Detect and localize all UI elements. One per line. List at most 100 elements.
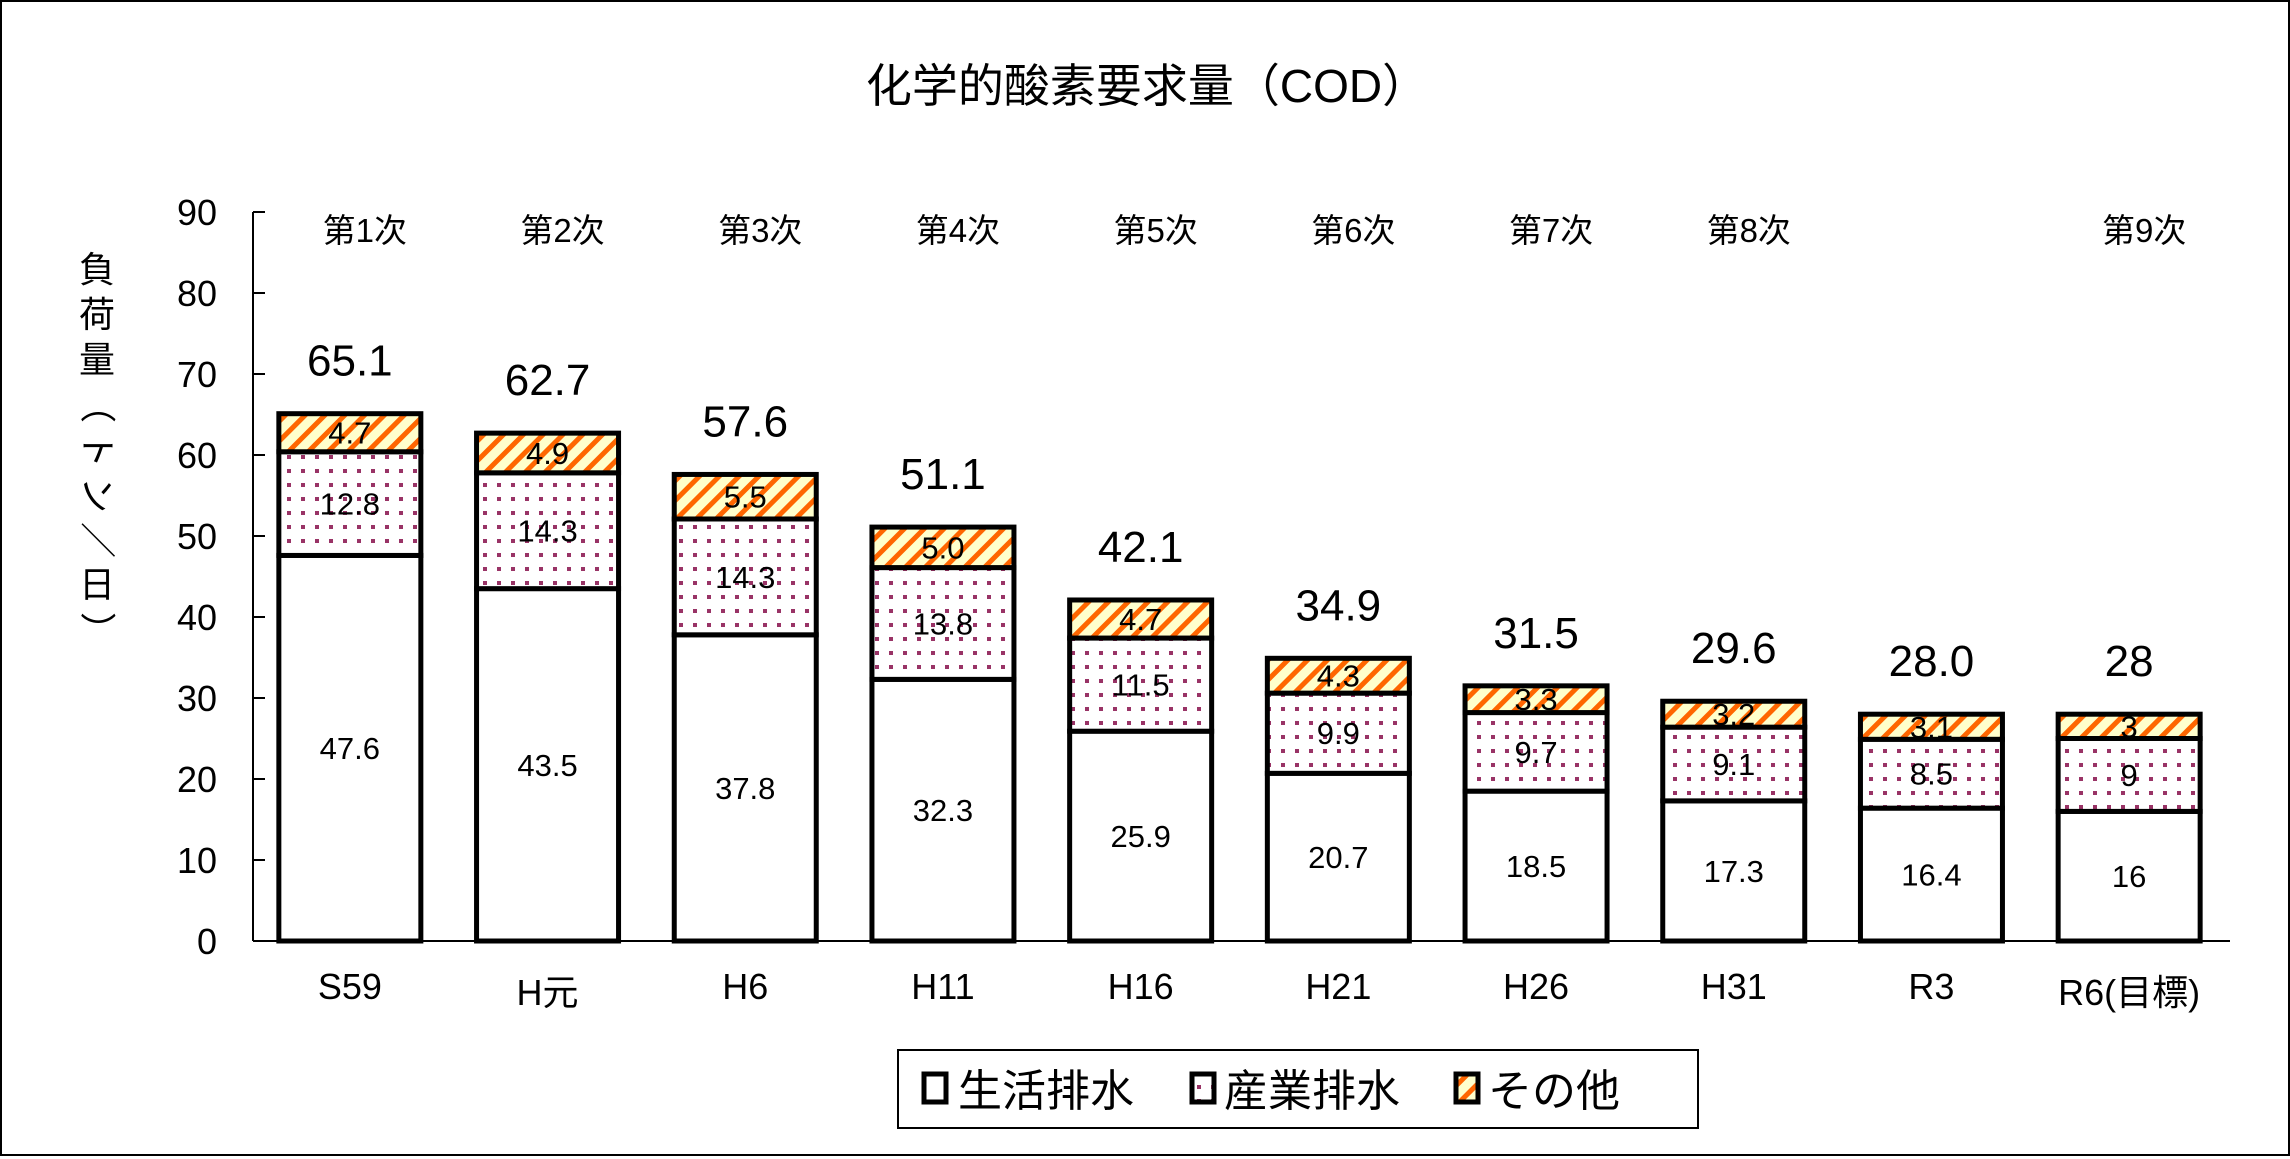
y-axis-title-char: 荷	[79, 294, 115, 335]
y-tick-label: 0	[197, 921, 217, 962]
period-label: 第7次	[1509, 212, 1593, 249]
legend-label-other: その他	[1488, 1067, 1620, 1116]
segment-value-label: 8.5	[1910, 757, 1953, 792]
x-category-label: H11	[911, 966, 974, 1007]
bar-stack	[2055, 711, 2203, 944]
y-tick-label: 70	[177, 354, 217, 395]
segment-value-label: 16.4	[1901, 858, 1961, 893]
bar-stack	[869, 524, 1017, 944]
bar-segment-other	[1857, 711, 2005, 742]
x-category-label: R6(目標)	[2058, 972, 2200, 1013]
period-label: 第5次	[1113, 212, 1197, 249]
chart-title: 化学的酸素要求量（COD）	[866, 60, 1428, 112]
y-tick-label: 40	[177, 597, 217, 638]
segment-value-label: 16	[2112, 859, 2146, 894]
segment-value-label: 3	[2121, 709, 2138, 744]
bar-segment-industrial	[671, 516, 819, 638]
total-value-label: 57.6	[702, 397, 788, 446]
y-axis-title-char: ン	[77, 477, 118, 513]
period-label: 第3次	[718, 212, 802, 249]
y-tick-label: 50	[177, 516, 217, 557]
labels: 47.6 12.8 4.7 65.1 S59 第1次 43.5 14.3 4.9 62.7 H元 第2…	[307, 212, 2200, 1013]
segment-value-label: 17.3	[1704, 854, 1764, 889]
bar-segment-domestic	[1067, 728, 1215, 944]
segment-value-label: 9.1	[1712, 747, 1755, 782]
x-category-label: H元	[517, 972, 579, 1013]
bar-segment-domestic	[671, 632, 819, 944]
y-axis-title-char: 負	[79, 249, 115, 290]
bar-segment-industrial	[1660, 724, 1808, 804]
y-axis-title-char: 量	[79, 339, 115, 380]
x-category-label: H21	[1305, 966, 1371, 1007]
legend-label-industrial: 産業排水	[1224, 1067, 1400, 1116]
x-category-label: H6	[722, 966, 768, 1007]
bar-stack	[671, 471, 819, 944]
y-axis-title-char: ）	[77, 612, 118, 648]
segment-value-label: 9.9	[1317, 716, 1360, 751]
segment-value-label: 11.5	[1112, 668, 1170, 703]
y-axis-title-char: （	[77, 387, 118, 423]
bar-segment-other	[869, 524, 1017, 571]
bar-stack	[276, 411, 424, 944]
legend-item-domestic: 生活排水	[921, 1067, 1134, 1116]
bar-segment-industrial	[1264, 690, 1412, 776]
bar-segment-industrial	[869, 565, 1017, 682]
bar-segment-domestic	[1660, 798, 1808, 944]
bar-segment-other	[671, 471, 819, 522]
x-category-label: H26	[1503, 966, 1569, 1007]
segment-value-label: 25.9	[1110, 819, 1170, 854]
period-label: 第6次	[1311, 212, 1395, 249]
bar-segment-other	[276, 411, 424, 455]
bar-stack	[1067, 597, 1215, 944]
segment-value-label: 37.8	[715, 771, 775, 806]
y-tick-label: 20	[177, 759, 217, 800]
total-value-label: 34.9	[1296, 581, 1382, 630]
segment-value-label: 4.7	[328, 416, 371, 451]
y-tick-label: 60	[177, 435, 217, 476]
bar-segment-other	[474, 430, 622, 476]
legend-box	[897, 1049, 1699, 1129]
segment-value-label: 14.3	[715, 560, 775, 595]
period-label: 第1次	[323, 212, 407, 249]
total-value-label: 28	[2105, 637, 2154, 686]
y-axis-title: 負荷量 （ トン ／ 日 ）	[77, 249, 118, 648]
segment-value-label: 9	[2121, 758, 2138, 793]
period-label: 第4次	[916, 212, 1000, 249]
segment-value-label: 3.1	[1910, 710, 1953, 745]
period-label: 第2次	[520, 212, 604, 249]
segment-value-label: 3.2	[1712, 697, 1755, 732]
period-label: 第9次	[2102, 212, 2186, 249]
segment-value-label: 13.8	[913, 606, 973, 641]
segment-value-label: 43.5	[517, 748, 577, 783]
legend-swatch-other	[1453, 1071, 1481, 1105]
x-category-label: R3	[1908, 966, 1954, 1007]
total-value-label: 62.7	[505, 356, 591, 405]
bar-segment-industrial	[2055, 736, 2203, 814]
bar-segment-industrial	[276, 449, 424, 558]
legend-item-other: その他	[1453, 1067, 1620, 1116]
bar-stack	[1660, 698, 1808, 944]
segment-value-label: 4.3	[1317, 659, 1360, 694]
bar-stack	[1857, 711, 2005, 944]
x-category-label: H16	[1108, 966, 1174, 1007]
bar-stack	[474, 430, 622, 944]
total-value-label: 31.5	[1493, 609, 1579, 658]
segment-value-label: 5.0	[921, 530, 964, 565]
bar-segment-other	[1264, 655, 1412, 696]
legend-label-domestic: 生活排水	[958, 1067, 1134, 1116]
x-category-label: S59	[318, 966, 382, 1007]
segment-value-label: 14.3	[517, 514, 577, 549]
total-value-label: 28.0	[1889, 637, 1975, 686]
legend-swatch-industrial	[1189, 1071, 1217, 1105]
x-category-label: H31	[1701, 966, 1767, 1007]
y-tick-label: 90	[177, 192, 217, 233]
y-tick-label: 10	[177, 840, 217, 881]
y-axis-title-char: ト	[77, 432, 118, 468]
bar-segment-other	[1462, 683, 1610, 716]
total-value-label: 65.1	[307, 337, 393, 386]
legend-swatch-domestic	[921, 1071, 949, 1105]
period-label: 第8次	[1707, 212, 1791, 249]
segment-value-label: 20.7	[1308, 840, 1368, 875]
